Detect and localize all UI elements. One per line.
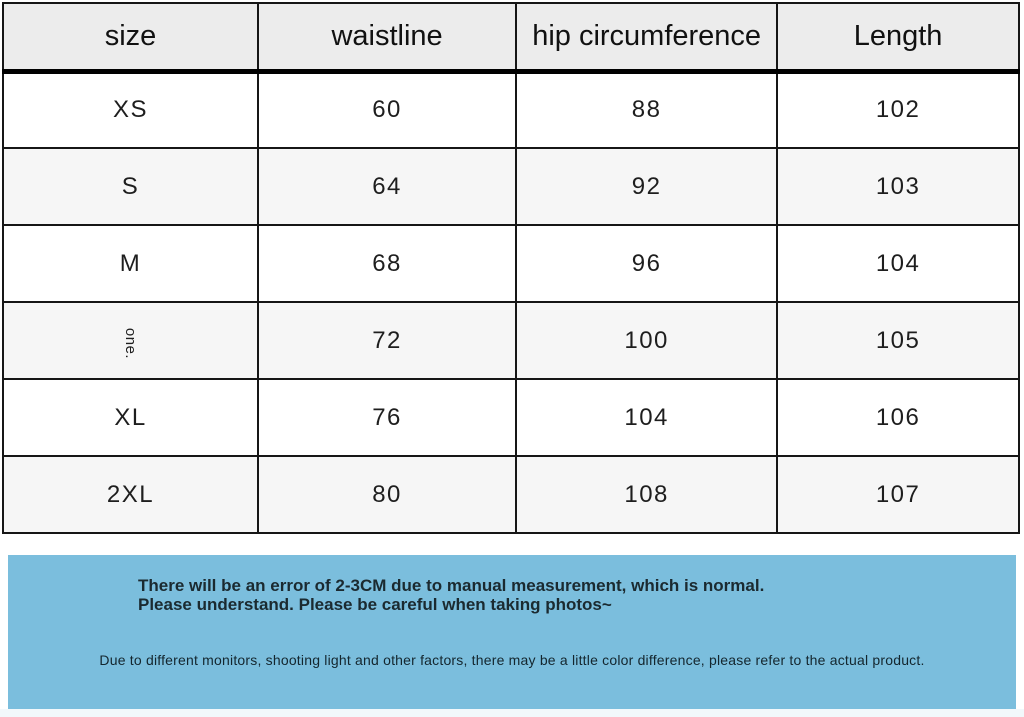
- hip-cell: 88: [515, 70, 779, 149]
- hip-cell: 96: [515, 224, 779, 303]
- size-cell: S: [1, 147, 260, 226]
- size-cell: XL: [1, 378, 260, 457]
- hip-cell: 104: [515, 378, 779, 457]
- waistline-cell: 60: [257, 70, 518, 149]
- table-row-2xl: 2XL 80 108 107: [1, 455, 1020, 534]
- table-row-s: S 64 92 103: [1, 147, 1020, 226]
- header-length: Length: [776, 2, 1020, 74]
- rotated-size-label: one.: [122, 327, 140, 359]
- waistline-cell: 64: [257, 147, 518, 226]
- size-cell: 2XL: [1, 455, 260, 534]
- measurement-error-note: There will be an error of 2-3CM due to m…: [138, 576, 765, 614]
- hip-cell: 92: [515, 147, 779, 226]
- header-hip-circumference: hip circumference: [515, 2, 779, 74]
- size-cell: one.: [1, 301, 260, 380]
- size-chart-table: size waistline hip circumference Length …: [1, 2, 1020, 534]
- size-cell: XS: [1, 70, 260, 149]
- length-cell: 105: [776, 301, 1020, 380]
- waistline-cell: 72: [257, 301, 518, 380]
- waistline-cell: 68: [257, 224, 518, 303]
- length-cell: 106: [776, 378, 1020, 457]
- length-cell: 103: [776, 147, 1020, 226]
- table-row-xs: XS 60 88 102: [1, 70, 1020, 149]
- size-cell: M: [1, 224, 260, 303]
- hip-cell: 108: [515, 455, 779, 534]
- waistline-cell: 80: [257, 455, 518, 534]
- hip-cell: 100: [515, 301, 779, 380]
- header-row: size waistline hip circumference Length: [1, 2, 1020, 74]
- size-chart: size waistline hip circumference Length …: [1, 2, 1020, 534]
- length-cell: 107: [776, 455, 1020, 534]
- bottom-margin-strip: [0, 709, 1024, 717]
- header-size: size: [1, 2, 260, 74]
- color-difference-note: Due to different monitors, shooting ligh…: [99, 652, 925, 668]
- header-waistline: waistline: [257, 2, 518, 74]
- table-row-xl: XL 76 104 106: [1, 378, 1020, 457]
- table-row-m: M 68 96 104: [1, 224, 1020, 303]
- notice-panel: There will be an error of 2-3CM due to m…: [8, 555, 1016, 709]
- length-cell: 102: [776, 70, 1020, 149]
- table-row-one: one. 72 100 105: [1, 301, 1020, 380]
- length-cell: 104: [776, 224, 1020, 303]
- waistline-cell: 76: [257, 378, 518, 457]
